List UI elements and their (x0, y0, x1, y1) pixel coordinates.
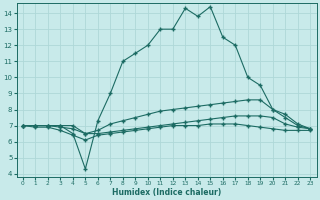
X-axis label: Humidex (Indice chaleur): Humidex (Indice chaleur) (112, 188, 221, 197)
